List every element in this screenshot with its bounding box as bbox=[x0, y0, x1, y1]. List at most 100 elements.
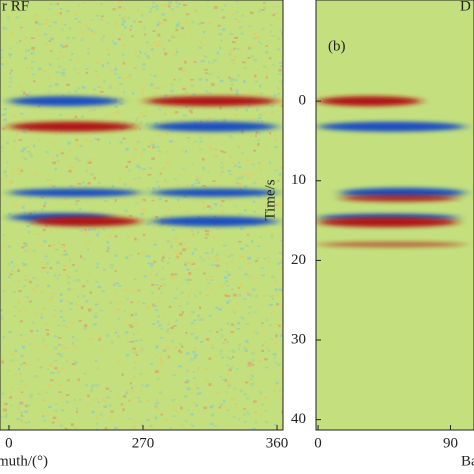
noise-dot bbox=[64, 427, 68, 430]
noise-dot bbox=[53, 274, 57, 278]
noise-dot bbox=[18, 388, 21, 391]
noise-dot bbox=[131, 424, 136, 428]
noise-dot bbox=[190, 423, 194, 425]
noise-dot bbox=[205, 379, 209, 382]
noise-dot bbox=[34, 29, 39, 33]
noise-dot bbox=[108, 404, 112, 407]
noise-dot bbox=[207, 205, 211, 208]
noise-dot bbox=[281, 82, 283, 85]
noise-dot bbox=[213, 202, 218, 206]
noise-dot bbox=[93, 323, 97, 326]
noise-dot bbox=[156, 86, 160, 89]
noise-dot bbox=[204, 55, 208, 58]
noise-dot bbox=[194, 294, 197, 298]
noise-dot bbox=[162, 349, 167, 352]
noise-dot bbox=[80, 115, 84, 118]
noise-dot bbox=[76, 410, 79, 413]
noise-dot bbox=[240, 285, 243, 288]
noise-dot bbox=[240, 32, 244, 35]
noise-dot bbox=[97, 230, 100, 234]
noise-dot bbox=[163, 19, 167, 22]
noise-dot bbox=[251, 359, 256, 362]
noise-dot bbox=[98, 338, 101, 341]
noise-dot bbox=[19, 363, 23, 366]
noise-dot bbox=[278, 68, 282, 72]
noise-dot bbox=[121, 17, 126, 21]
noise-dot bbox=[166, 332, 170, 336]
noise-dot bbox=[129, 25, 133, 28]
noise-dot bbox=[93, 176, 96, 180]
noise-dot bbox=[257, 9, 262, 13]
noise-dot bbox=[261, 158, 265, 161]
noise-dot bbox=[57, 241, 60, 244]
noise-dot bbox=[74, 115, 78, 119]
noise-dot bbox=[60, 316, 64, 319]
noise-dot bbox=[218, 173, 223, 176]
noise-dot bbox=[209, 206, 213, 210]
noise-dot bbox=[216, 253, 219, 256]
noise-dot bbox=[91, 18, 94, 21]
noise-dot bbox=[100, 38, 104, 41]
noise-dot bbox=[271, 216, 276, 219]
noise-dot bbox=[77, 159, 81, 162]
noise-dot bbox=[254, 294, 259, 298]
noise-dot bbox=[191, 251, 195, 255]
noise-dot bbox=[61, 409, 64, 412]
noise-dot bbox=[144, 385, 149, 388]
noise-dot bbox=[160, 359, 165, 362]
noise-dot bbox=[209, 147, 212, 149]
noise-dot bbox=[193, 377, 196, 380]
noise-dot bbox=[114, 235, 118, 238]
noise-dot bbox=[212, 236, 215, 239]
noise-dot bbox=[273, 423, 278, 426]
noise-dot bbox=[72, 37, 76, 40]
noise-dot bbox=[142, 228, 146, 231]
noise-dot bbox=[119, 140, 123, 144]
noise-dot bbox=[211, 413, 214, 417]
noise-dot bbox=[178, 34, 182, 37]
noise-dot bbox=[201, 157, 205, 161]
noise-dot bbox=[156, 284, 159, 286]
noise-dot bbox=[27, 49, 31, 52]
noise-dot bbox=[24, 278, 27, 282]
noise-dot bbox=[200, 21, 205, 24]
noise-dot bbox=[170, 339, 175, 342]
noise-dot bbox=[279, 65, 283, 68]
noise-dot bbox=[143, 33, 147, 36]
noise-dot bbox=[206, 230, 210, 233]
noise-dot bbox=[0, 359, 5, 361]
noise-dot bbox=[241, 175, 245, 179]
noise-dot bbox=[20, 355, 24, 358]
noise-dot bbox=[202, 30, 206, 34]
noise-dot bbox=[130, 123, 135, 126]
noise-dot bbox=[120, 180, 123, 183]
noise-dot bbox=[41, 415, 45, 418]
noise-dot bbox=[279, 29, 282, 32]
noise-dot bbox=[215, 149, 218, 152]
noise-dot bbox=[60, 131, 63, 134]
x-axis-label: muth/(°) bbox=[0, 453, 48, 469]
noise-dot bbox=[231, 59, 235, 62]
noise-dot bbox=[200, 318, 204, 321]
noise-dot bbox=[246, 411, 249, 414]
noise-dot bbox=[163, 313, 166, 315]
noise-dot bbox=[177, 183, 180, 186]
noise-dot bbox=[134, 127, 138, 130]
noise-dot bbox=[34, 20, 39, 24]
noise-dot bbox=[257, 139, 260, 142]
noise-dot bbox=[62, 319, 66, 322]
noise-dot bbox=[96, 266, 99, 269]
noise-dot bbox=[136, 9, 141, 13]
noise-dot bbox=[16, 41, 19, 44]
noise-dot bbox=[118, 14, 122, 17]
noise-dot bbox=[164, 178, 167, 182]
noise-dot bbox=[13, 114, 17, 118]
noise-dot bbox=[60, 344, 64, 347]
noise-dot bbox=[195, 392, 200, 396]
noise-dot bbox=[270, 24, 273, 27]
noise-dot bbox=[277, 48, 281, 51]
noise-dot bbox=[276, 293, 279, 297]
noise-dot bbox=[148, 255, 151, 258]
noise-dot bbox=[227, 299, 232, 303]
